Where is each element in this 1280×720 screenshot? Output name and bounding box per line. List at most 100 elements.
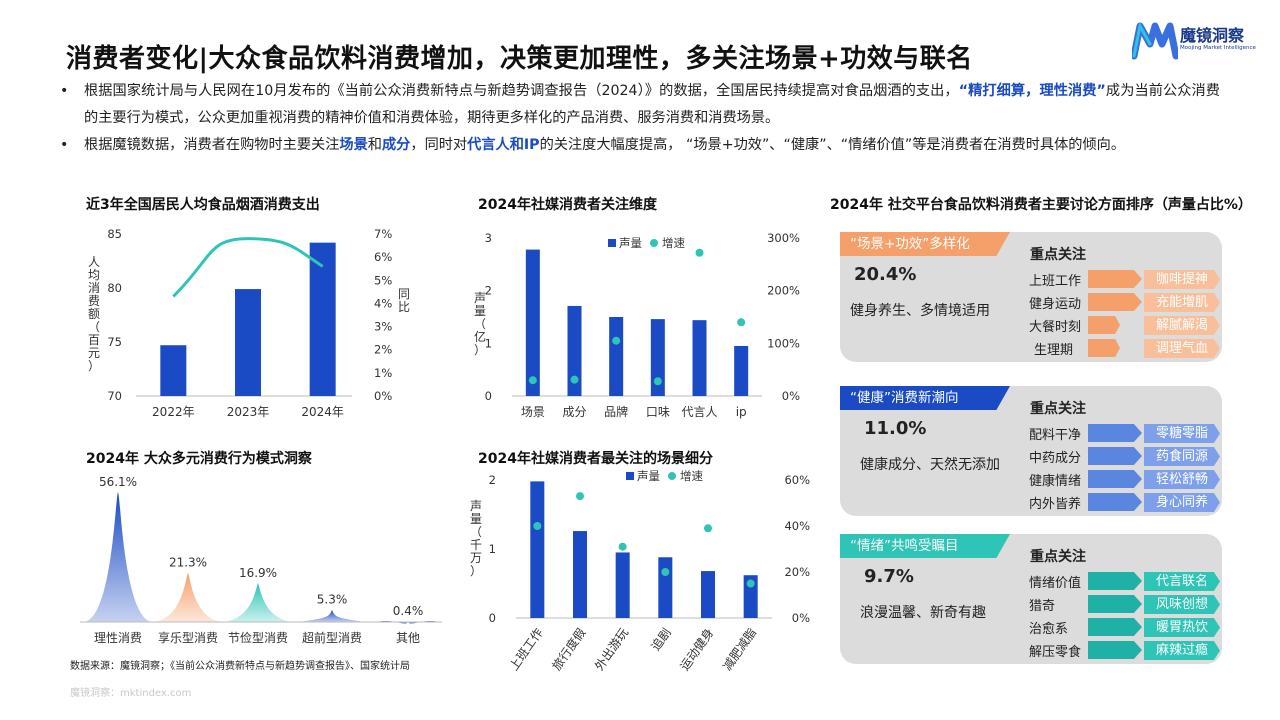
page-title: 消费者变化|大众食品饮料消费增加，决策更加理性，多关注场景+功效与联名 <box>66 44 973 74</box>
focus-row-arrow <box>1088 293 1142 311</box>
y-axis-label: 人 <box>88 255 100 269</box>
y-right-tick-label: 5% <box>374 273 392 287</box>
chart4-title: 2024年社媒消费者最关注的场景细分 <box>478 451 713 467</box>
y-axis-label: （ <box>470 525 482 539</box>
y-axis-label: 万 <box>470 551 482 565</box>
focus-row-label: 健康情绪 <box>1029 474 1082 489</box>
y-right-tick-label: 7% <box>374 227 392 241</box>
y-right-tick-label: 6% <box>374 250 392 264</box>
focus-row-arrow <box>1088 572 1142 590</box>
y-tick-label: 80 <box>107 281 122 295</box>
legend-swatch <box>650 239 658 247</box>
panel-description: 健身养生、多情境适用 <box>850 303 990 319</box>
legend-label: 增速 <box>680 469 703 483</box>
x-tick-label: 运动健身 <box>677 625 717 673</box>
x-tick-label: 节俭型消费 <box>228 630 288 645</box>
y-axis-label: 量 <box>474 304 486 318</box>
x-tick-label: 追剧 <box>648 625 674 653</box>
panel-percentage: 11.0% <box>864 418 927 439</box>
x-tick-label: 享乐型消费 <box>158 630 218 645</box>
growth-point <box>737 318 746 327</box>
y-axis-label: 量 <box>470 512 482 526</box>
y-axis-label: （ <box>88 320 100 334</box>
growth-point <box>695 248 704 257</box>
y-right-tick-label: 3% <box>374 320 392 334</box>
x-tick-label: 2023年 <box>227 405 270 419</box>
growth-point <box>576 492 584 501</box>
focus-row-pill: 暖胃热饮 <box>1144 618 1220 637</box>
x-tick-label: 场景 <box>521 405 545 419</box>
data-label: 16.9% <box>239 566 277 580</box>
growth-point <box>653 377 662 386</box>
y-right-axis-label: 比 <box>398 300 410 314</box>
y-tick-label: 0 <box>485 389 492 403</box>
y-axis-label: 元 <box>88 346 100 360</box>
y-axis-label: 百 <box>88 333 100 347</box>
y-right-tick-label: 0% <box>792 611 810 625</box>
focus-row-arrow <box>1088 424 1142 442</box>
panel-description: 健康成分、天然无添加 <box>860 457 1000 473</box>
y-right-tick-label: 300% <box>767 231 800 245</box>
focus-row-arrow <box>1088 641 1142 659</box>
focus-row-label: 治愈系 <box>1029 622 1069 637</box>
y-right-tick-label: 100% <box>767 336 800 350</box>
logo <box>1130 20 1272 60</box>
focus-row-pill: 调理气血 <box>1144 339 1220 358</box>
focus-title: 重点关注 <box>1030 549 1086 565</box>
data-label: 56.1% <box>99 475 137 489</box>
legend-label: 增速 <box>662 236 685 250</box>
bullet-1: 根据国家统计局与人民网在10月发布的《当前公众消费新特点与新趋势调查报告（202… <box>60 78 1220 132</box>
focus-row-label: 内外皆养 <box>1029 497 1082 512</box>
y-axis-label: 均 <box>88 268 100 282</box>
data-source: 数据来源：魔镜洞察；《当前公众消费新特点与新趋势调查报告》、国家统计局 <box>70 661 410 672</box>
y-right-tick-label: 20% <box>784 565 810 579</box>
growth-point <box>746 579 755 588</box>
y-right-tick-label: 60% <box>784 473 810 487</box>
bar <box>525 249 540 396</box>
bar <box>692 320 707 396</box>
x-tick-label: 超前型消费 <box>302 630 362 645</box>
growth-point <box>661 568 670 576</box>
bar <box>615 552 630 618</box>
growth-line <box>172 237 324 298</box>
bar <box>235 289 261 396</box>
bar <box>160 345 187 396</box>
panel-tag: “场景+功效”多样化 <box>840 232 1010 256</box>
x-tick-label: 上班工作 <box>507 626 546 673</box>
y-axis-label: 额 <box>88 307 100 321</box>
consumption-spending-chart: 70 75 80 85 0% 1% 2% 3% 4% 5% 6% 7% 2022年 2023年 2024年 人… <box>88 227 410 419</box>
focus-row-arrow <box>1088 316 1120 334</box>
y-axis-label: 千 <box>470 538 482 552</box>
y-axis-label: 亿 <box>474 329 486 344</box>
y-right-tick-label: 40% <box>784 519 810 533</box>
focus-row-label: 中药成分 <box>1029 451 1082 466</box>
y-right-axis-label: 同 <box>398 287 410 301</box>
focus-row-arrow <box>1088 618 1142 636</box>
y-right-tick-label: 2% <box>374 343 392 357</box>
y-tick-label: 1 <box>485 336 492 350</box>
x-tick-label: 外出游玩 <box>592 626 631 673</box>
focus-row-arrow <box>1088 339 1120 357</box>
y-right-tick-label: 0% <box>374 389 392 403</box>
focus-row-pill: 麻辣过瘾 <box>1144 641 1220 660</box>
growth-point <box>570 375 579 384</box>
logo-text: 魔镜洞察 <box>1180 26 1245 45</box>
legend-label: 声量 <box>637 469 660 483</box>
focus-row-pill: 身心同养 <box>1144 493 1220 512</box>
y-right-tick-label: 4% <box>374 296 392 310</box>
y-axis-label: ） <box>470 564 482 578</box>
focus-row-arrow <box>1088 493 1142 511</box>
panel-tag: “健康”消费新潮向 <box>840 386 1010 410</box>
legend-swatch <box>668 472 676 480</box>
focus-row-pill: 充能增肌 <box>1144 293 1220 312</box>
focus-row-pill: 轻松舒畅 <box>1144 470 1220 489</box>
focus-row-arrow <box>1088 447 1142 465</box>
panel-description: 浪漫温馨、新奇有趣 <box>860 605 986 621</box>
bar <box>734 345 749 396</box>
x-tick-label: 口味 <box>646 405 670 419</box>
panel-percentage: 9.7% <box>864 566 914 587</box>
x-tick-label: 2022年 <box>152 405 195 419</box>
mode-area <box>224 582 292 622</box>
y-right-tick-label: 0% <box>782 389 800 403</box>
x-tick-label: 减肥减脂 <box>719 625 759 673</box>
